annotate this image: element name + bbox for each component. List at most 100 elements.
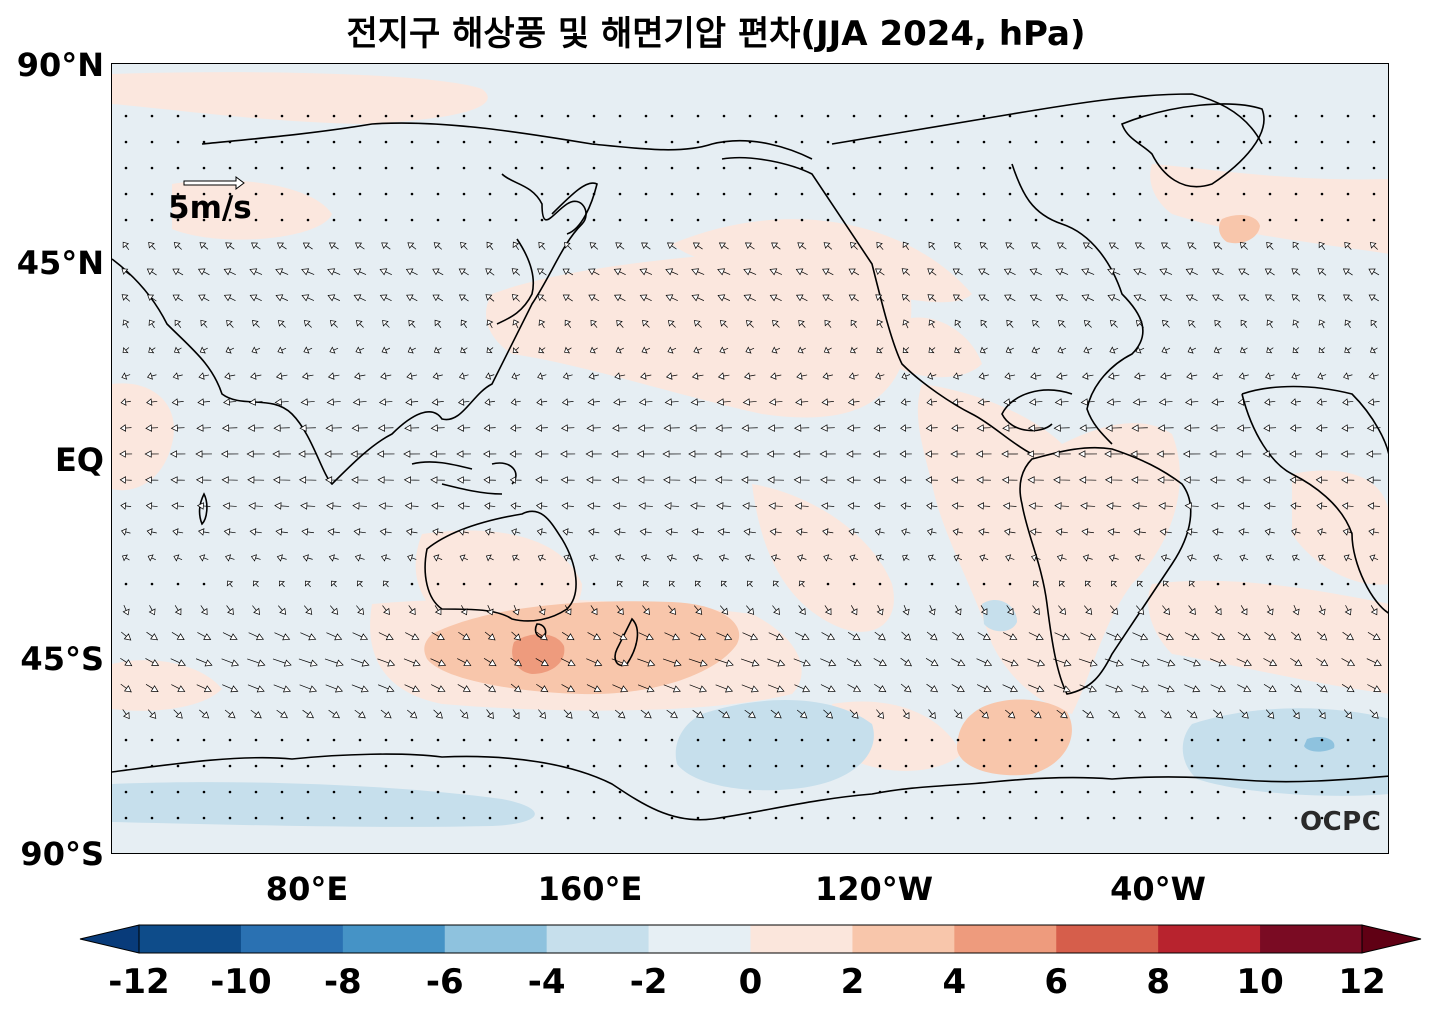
wind-vector-dot bbox=[1034, 738, 1038, 742]
wind-vector-dot bbox=[826, 192, 830, 196]
wind-vector-arrow bbox=[1238, 294, 1250, 302]
wind-vector-dot bbox=[1268, 114, 1272, 118]
wind-vector-arrow bbox=[745, 320, 754, 328]
wind-vector-arrow bbox=[1083, 320, 1092, 328]
wind-vector-arrow bbox=[1081, 528, 1094, 536]
wind-vector-arrow bbox=[122, 709, 130, 720]
wind-vector-arrow bbox=[1235, 450, 1252, 458]
wind-vector-dot bbox=[826, 114, 830, 118]
wind-vector-dot bbox=[566, 166, 570, 170]
wind-vector-arrow bbox=[951, 398, 964, 406]
lat-label-90s: 90°S bbox=[20, 835, 104, 873]
wind-vector-arrow bbox=[1157, 684, 1175, 693]
wind-vector-arrow bbox=[1111, 580, 1117, 588]
wind-vector-arrow bbox=[121, 268, 131, 276]
wind-vector-arrow bbox=[718, 554, 729, 562]
wind-vector-arrow bbox=[875, 372, 885, 380]
wind-vector-dot bbox=[1190, 738, 1194, 742]
wind-vector-arrow bbox=[379, 294, 392, 302]
wind-vector-arrow bbox=[324, 476, 343, 484]
wind-vector-arrow bbox=[767, 684, 785, 693]
wind-vector-arrow bbox=[976, 424, 991, 432]
wind-vector-arrow bbox=[380, 372, 392, 380]
wind-vector-arrow bbox=[615, 554, 625, 562]
wind-vector-dot bbox=[124, 140, 128, 144]
wind-vector-dot bbox=[592, 166, 596, 170]
wind-vector-dot bbox=[280, 218, 284, 222]
wind-vector-arrow bbox=[822, 268, 834, 276]
wind-vector-arrow bbox=[1028, 398, 1043, 406]
wind-vector-arrow bbox=[1317, 372, 1327, 380]
wind-vector-dot bbox=[930, 582, 934, 586]
wind-vector-arrow bbox=[120, 502, 132, 510]
wind-vector-dot bbox=[1242, 790, 1246, 794]
wind-vector-dot bbox=[644, 764, 648, 768]
wind-vector-arrow bbox=[222, 684, 239, 693]
wind-vector-arrow bbox=[821, 502, 835, 510]
wind-vector-arrow bbox=[951, 658, 966, 666]
wind-vector-dot bbox=[696, 166, 700, 170]
wind-vector-dot bbox=[592, 114, 596, 118]
wind-vector-dot bbox=[722, 166, 726, 170]
wind-vector-arrow bbox=[120, 398, 131, 406]
wind-vector-arrow bbox=[1187, 346, 1197, 354]
wind-vector-dot bbox=[878, 582, 882, 586]
wind-vector-dot bbox=[566, 790, 570, 794]
wind-vector-dot bbox=[176, 764, 180, 768]
wind-vector-arrow bbox=[120, 683, 132, 693]
wind-vector-arrow bbox=[743, 268, 757, 276]
wind-vector-arrow bbox=[589, 242, 599, 250]
wind-vector-dot bbox=[254, 738, 258, 742]
wind-vector-dot bbox=[592, 790, 596, 794]
wind-vector-dot bbox=[540, 790, 544, 794]
wind-vector-arrow bbox=[538, 605, 546, 616]
wind-vector-dot bbox=[1346, 816, 1350, 820]
wind-vector-arrow bbox=[1209, 658, 1227, 667]
wind-vector-arrow bbox=[742, 398, 757, 406]
wind-vector-dot bbox=[722, 218, 726, 222]
wind-vector-arrow bbox=[1185, 528, 1198, 536]
wind-vector-dot bbox=[1112, 140, 1116, 144]
wind-vector-arrow bbox=[355, 242, 365, 250]
wind-vector-arrow bbox=[534, 450, 549, 458]
wind-vector-dot bbox=[1268, 582, 1272, 586]
wind-vector-dot bbox=[124, 582, 128, 586]
wind-vector-dot bbox=[1060, 764, 1064, 768]
wind-vector-arrow bbox=[821, 632, 836, 640]
wind-vector-dot bbox=[150, 166, 154, 170]
colorbar-tick-label: -6 bbox=[425, 962, 464, 1002]
wind-vector-arrow bbox=[846, 424, 861, 432]
wind-vector-dot bbox=[202, 114, 206, 118]
wind-vector-arrow bbox=[1370, 346, 1378, 354]
wind-vector-arrow bbox=[850, 605, 858, 616]
wind-vector-arrow bbox=[563, 242, 572, 250]
wind-vector-arrow bbox=[978, 268, 990, 276]
wind-vector-arrow bbox=[377, 658, 396, 667]
wind-vector-dot bbox=[1034, 166, 1038, 170]
wind-vector-dot bbox=[930, 764, 934, 768]
wind-vector-dot bbox=[436, 816, 440, 820]
wind-vector-arrow bbox=[693, 605, 703, 615]
wind-vector-arrow bbox=[1341, 424, 1354, 432]
wind-vector-arrow bbox=[407, 346, 416, 354]
wind-vector-arrow bbox=[1343, 294, 1353, 302]
wind-vector-arrow bbox=[1318, 709, 1326, 720]
wind-vector-dot bbox=[1216, 114, 1220, 118]
wind-vector-arrow bbox=[170, 424, 185, 432]
wind-vector-dot bbox=[150, 218, 154, 222]
wind-vector-arrow bbox=[794, 424, 810, 432]
wind-vector-arrow bbox=[1209, 476, 1226, 484]
wind-vector-dot bbox=[1242, 192, 1246, 196]
wind-vector-arrow bbox=[876, 241, 884, 250]
wind-vector-arrow bbox=[1053, 424, 1070, 432]
wind-vector-dot bbox=[332, 816, 336, 820]
wind-vector-dot bbox=[722, 738, 726, 742]
wind-vector-arrow bbox=[325, 684, 344, 693]
wind-vector-dot bbox=[514, 218, 518, 222]
wind-vector-arrow bbox=[1368, 528, 1380, 536]
wind-vector-arrow bbox=[1107, 268, 1121, 276]
wind-vector-arrow bbox=[352, 632, 369, 641]
wind-vector-arrow bbox=[714, 658, 734, 667]
wind-vector-dot bbox=[1346, 140, 1350, 144]
wind-vector-arrow bbox=[303, 346, 313, 354]
